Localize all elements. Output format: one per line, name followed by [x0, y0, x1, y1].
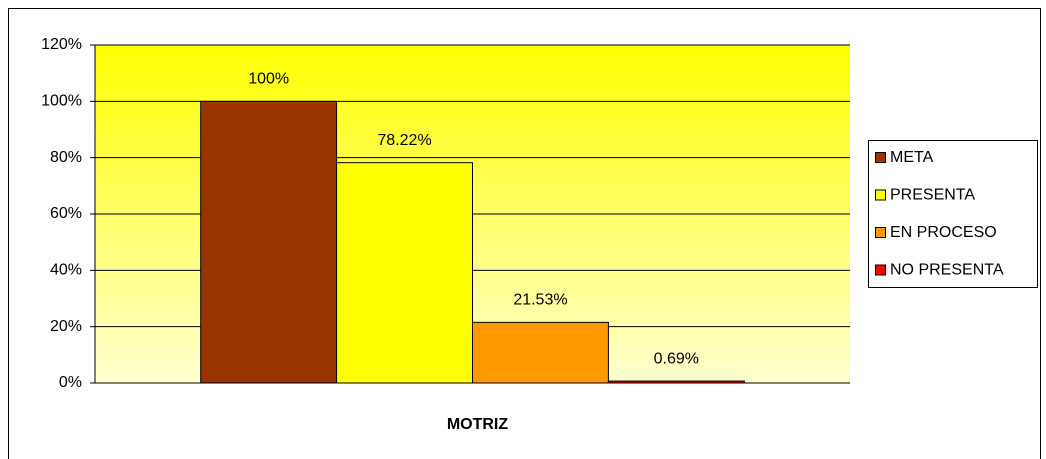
legend-swatch — [875, 189, 886, 201]
bar — [336, 162, 473, 384]
x-tick-label: MOTRIZ — [447, 416, 509, 433]
y-tick-label: 120% — [41, 36, 82, 53]
y-tick-label: 80% — [50, 149, 82, 166]
value-label: 78.22% — [377, 132, 431, 149]
y-tick-label: 100% — [41, 93, 82, 110]
y-tick-label: 20% — [50, 318, 82, 335]
legend-swatch — [875, 227, 886, 238]
bar — [472, 321, 609, 384]
value-label: 100% — [248, 71, 289, 88]
y-tick-label: 40% — [50, 262, 82, 279]
legend-swatch — [875, 152, 886, 163]
legend-label: PRESENTA — [890, 187, 975, 204]
legend-label: META — [890, 149, 934, 166]
value-label: 21.53% — [513, 292, 567, 309]
bar — [607, 380, 745, 384]
legend-label: NO PRESENTA — [890, 262, 1004, 279]
y-tick-label: 0% — [59, 374, 82, 391]
legend-box — [868, 140, 1038, 288]
value-label: 0.69% — [654, 350, 699, 367]
legend-label: EN PROCESO — [890, 224, 997, 241]
y-tick-label: 60% — [50, 205, 82, 222]
bar — [200, 100, 338, 384]
legend-swatch — [875, 264, 886, 276]
